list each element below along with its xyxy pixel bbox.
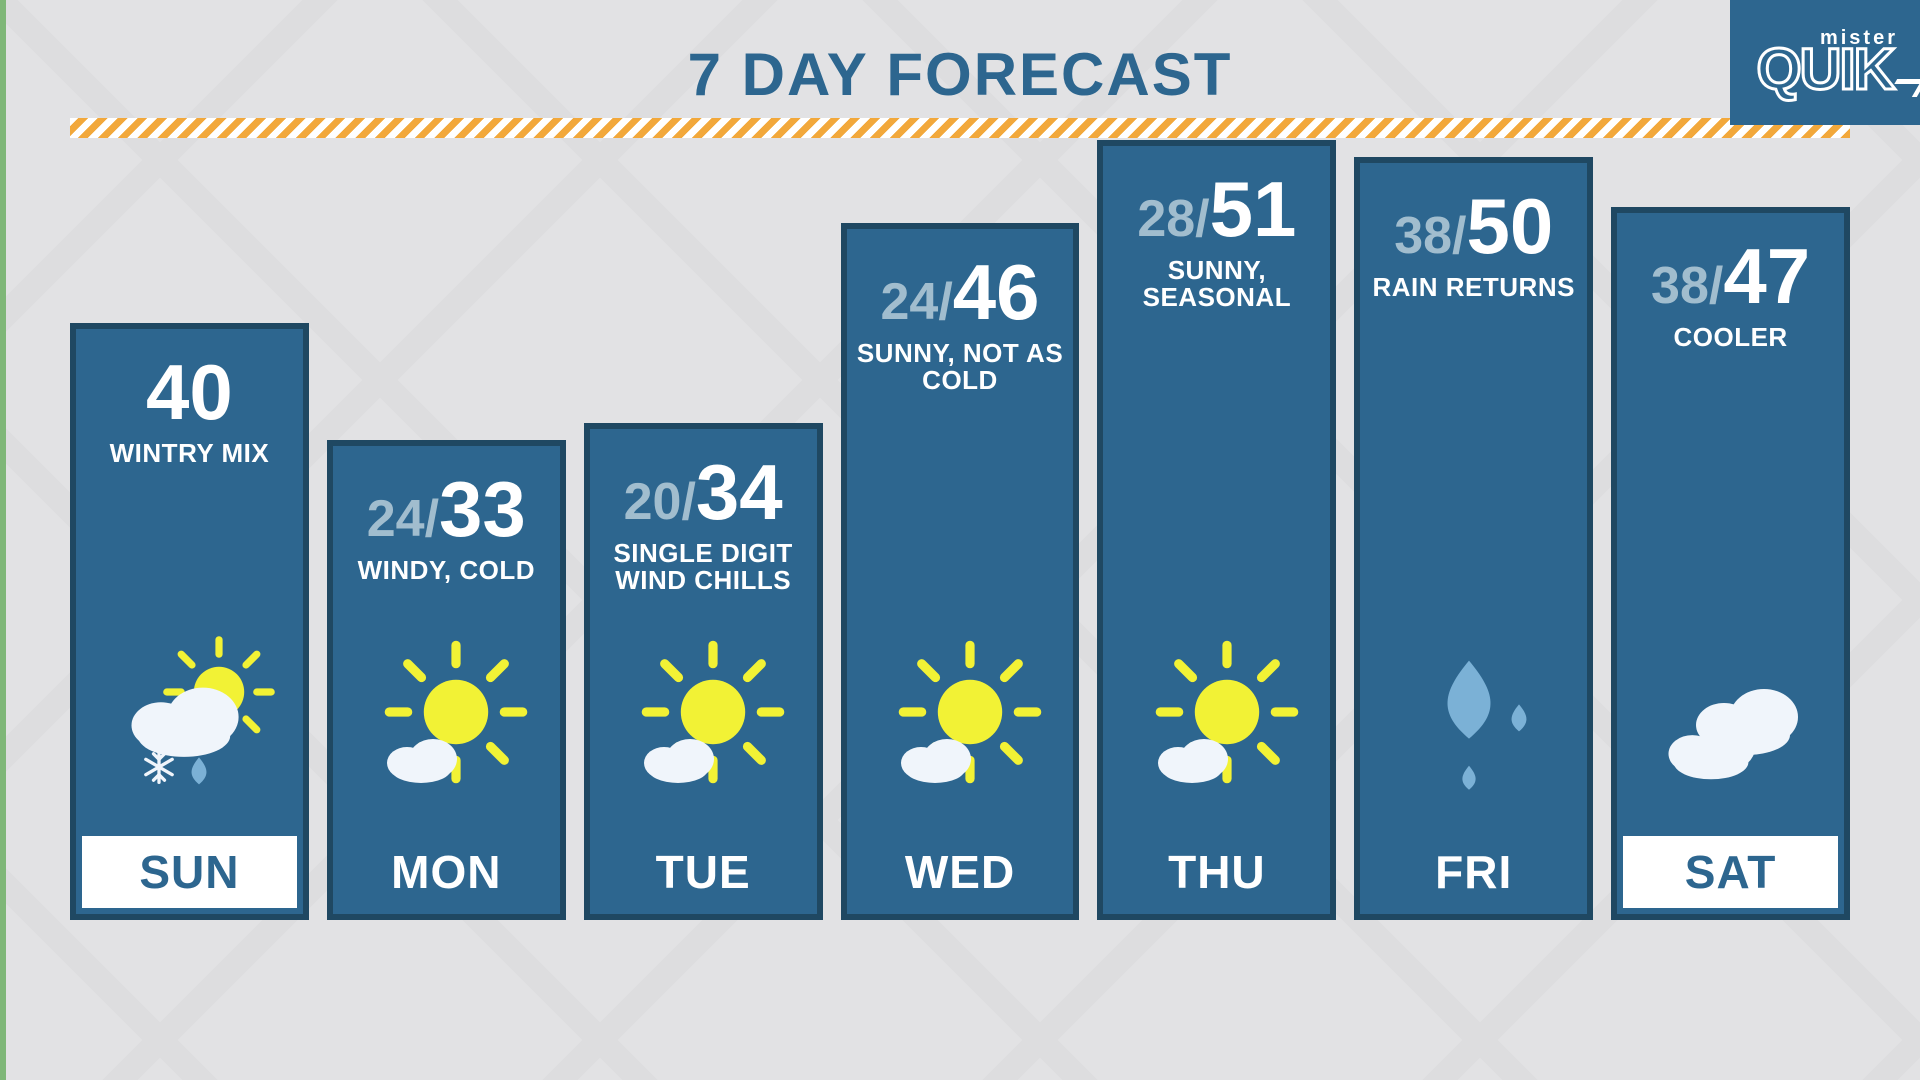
partly-sunny-icon	[847, 622, 1074, 822]
day-label: THU	[1109, 836, 1324, 908]
high-temp: 40	[146, 348, 233, 436]
high-temp: 34	[696, 448, 783, 536]
temperature-readout: 24/46	[847, 229, 1074, 338]
temperature-readout: 24/33	[333, 446, 560, 555]
day-label: FRI	[1366, 836, 1581, 908]
low-temp: 24	[367, 490, 425, 548]
day-label: TUE	[596, 836, 811, 908]
temperature-readout: 28/51	[1103, 146, 1330, 255]
high-temp: 46	[953, 248, 1040, 336]
rain-icon	[1360, 622, 1587, 822]
temp-divider: /	[938, 273, 952, 331]
forecast-column: 38/50RAIN RETURNSFRI	[1354, 157, 1593, 920]
high-temp: 51	[1210, 165, 1297, 253]
page-title: 7 DAY FORECAST	[0, 40, 1920, 109]
day-label: SAT	[1623, 836, 1838, 908]
low-temp: 38	[1394, 207, 1452, 265]
temperature-readout: 20/34	[590, 429, 817, 538]
temp-divider: /	[681, 473, 695, 531]
temp-divider: /	[1709, 257, 1723, 315]
condition-text: SINGLE DIGIT WIND CHILLS	[590, 540, 817, 595]
forecast-column: 40 WINTRY MIX SUN	[70, 323, 309, 920]
forecast-column: 20/34SINGLE DIGIT WIND CHILLS TUE	[584, 423, 823, 920]
low-temp: 28	[1137, 190, 1195, 248]
condition-text: RAIN RETURNS	[1360, 274, 1587, 301]
forecast-column: 24/33WINDY, COLDMON	[327, 440, 566, 920]
high-temp: 47	[1723, 232, 1810, 320]
high-temp: 33	[439, 465, 526, 553]
high-temp: 50	[1466, 182, 1553, 270]
cloudy-icon	[1617, 622, 1844, 822]
condition-text: WINDY, COLD	[333, 557, 560, 584]
condition-text: WINTRY MIX	[76, 440, 303, 467]
condition-text: SUNNY, NOT AS COLD	[847, 340, 1074, 395]
forecast-column: 24/46SUNNY, NOT AS COLD WED	[841, 223, 1080, 920]
sponsor-logo: mister QUIK	[1730, 0, 1920, 125]
condition-text: SUNNY, SEASONAL	[1103, 257, 1330, 312]
low-temp: 38	[1651, 257, 1709, 315]
partly-sunny-icon	[590, 622, 817, 822]
low-temp: 20	[624, 473, 682, 531]
day-label: MON	[339, 836, 554, 908]
temperature-readout: 40	[76, 329, 303, 438]
forecast-column: 28/51SUNNY, SEASONAL THU	[1097, 140, 1336, 920]
partly-sunny-icon	[333, 622, 560, 822]
temp-divider: /	[1452, 207, 1466, 265]
temperature-readout: 38/50	[1360, 163, 1587, 272]
day-label: SUN	[82, 836, 297, 908]
temp-divider: /	[425, 490, 439, 548]
sponsor-logo-line2: QUIK	[1757, 45, 1894, 94]
low-temp: 24	[880, 273, 938, 331]
wintry-mix-icon	[76, 622, 303, 822]
temperature-readout: 38/47	[1617, 213, 1844, 322]
day-label: WED	[853, 836, 1068, 908]
condition-text: COOLER	[1617, 324, 1844, 351]
forecast-column: 38/47COOLERSAT	[1611, 207, 1850, 920]
partly-sunny-icon	[1103, 622, 1330, 822]
forecast-chart: 40WINTRY MIXSUN24/33WINDY, COLDMON20/34S…	[70, 140, 1850, 920]
temp-divider: /	[1195, 190, 1209, 248]
divider-stripe	[70, 118, 1850, 138]
